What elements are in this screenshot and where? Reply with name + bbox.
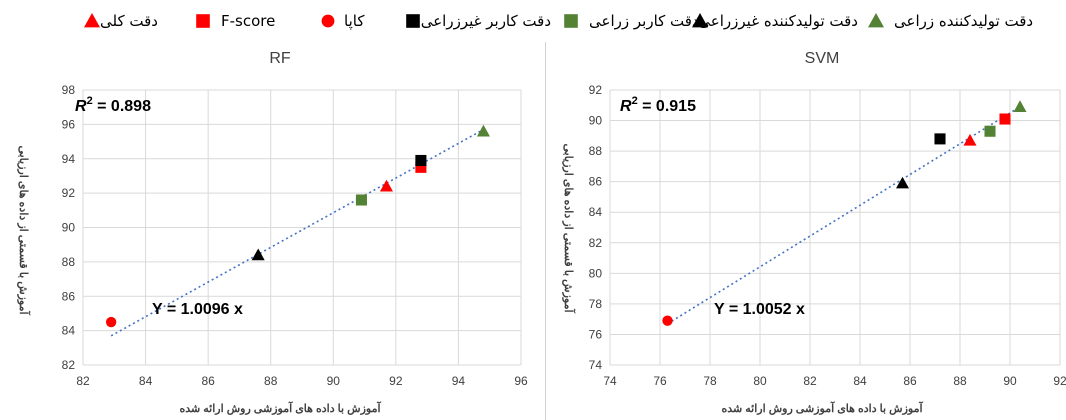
rf-xtick-1: 84 [139, 374, 153, 388]
svm-xtick-0: 74 [603, 374, 617, 388]
rf-xtick-5: 92 [389, 374, 403, 388]
legend-marker-6 [868, 13, 884, 28]
rf-r2-label: R2 = 0.898 [75, 95, 151, 115]
rf-point-6 [476, 124, 490, 137]
svm-ytick-3: 80 [589, 266, 603, 280]
svm-point-3 [963, 133, 977, 146]
svm-ytick-9: 92 [589, 83, 603, 97]
svm-r2-label: R2 = 0.915 [620, 95, 696, 115]
svm-ytick-2: 78 [589, 297, 603, 311]
rf-point-5 [415, 154, 427, 166]
legend-label-1: F-score [221, 12, 276, 30]
svm-ytick-4: 82 [589, 236, 603, 250]
rf-ytick-7: 96 [62, 117, 76, 131]
rf-point-0 [105, 316, 117, 328]
svm-xtick-5: 84 [853, 374, 867, 388]
svm-xtick-3: 80 [753, 374, 767, 388]
legend: دقت کلی F-score کاپا دقت کاربر غیرزراعی دقت … [0, 0, 1066, 40]
rf-point-3 [379, 179, 393, 192]
svm-xtick-6: 86 [903, 374, 917, 388]
rf-xtick-2: 86 [201, 374, 215, 388]
legend-marker-5 [692, 13, 708, 28]
legend-markers [84, 13, 884, 28]
svm-xtick-4: 82 [803, 374, 817, 388]
svm-xtick-8: 90 [1003, 374, 1017, 388]
svm-title: SVM [805, 50, 840, 67]
svm-ytick-1: 76 [589, 327, 603, 341]
rf-xtick-3: 88 [264, 374, 278, 388]
svm-ytick-8: 90 [589, 114, 603, 128]
legend-label-4: دقت کاربر زراعی [589, 12, 699, 30]
svm-ylabel: آموزش با قسمتی از داده های ارزیابی [562, 143, 576, 313]
rf-equation: Y = 1.0096 x [152, 301, 243, 318]
rf-point-2 [355, 194, 367, 206]
rf-xtick-4: 90 [327, 374, 341, 388]
legend-marker-3 [406, 14, 420, 28]
legend-marker-2 [321, 14, 335, 28]
rf-xtick-7: 96 [514, 374, 528, 388]
svm-point-5 [999, 113, 1011, 125]
legend-marker-0 [84, 13, 100, 28]
rf-ytick-4: 90 [62, 221, 76, 235]
rf-ytick-0: 82 [62, 358, 76, 372]
legend-label-3: دقت کاربر غیرزراعی [420, 12, 551, 30]
svm-ytick-7: 88 [589, 144, 603, 158]
chart-divider [545, 42, 546, 420]
rf-xtick-0: 82 [76, 374, 90, 388]
svm-equation: Y = 1.0052 x [714, 301, 805, 318]
legend-label-5: دقت تولیدکننده غیرزراعی [698, 12, 858, 30]
svm-xtick-9: 92 [1053, 374, 1066, 388]
svm-point-0 [662, 315, 673, 326]
rf-xtick-6: 94 [452, 374, 466, 388]
rf-ylabel: آموزش با قسمتی از داده های ارزیابی [17, 145, 31, 315]
rf-point-1 [251, 248, 265, 261]
rf-ytick-3: 88 [62, 255, 76, 269]
rf-point-4 [415, 161, 427, 173]
rf-ytick-1: 84 [62, 324, 76, 338]
legend-marker-1 [196, 14, 210, 28]
legend-label-6: دقت تولیدکننده زراعی [894, 12, 1034, 30]
rf-ytick-5: 92 [62, 186, 76, 200]
svm-point-2 [934, 133, 946, 145]
svm-xlabel: آموزش با داده های آموزشی روش ارائه شده [721, 401, 923, 415]
rf-xlabel: آموزش با داده های آموزشی روش ارائه شده [179, 401, 381, 415]
rf-ytick-2: 86 [62, 289, 76, 303]
svm-xtick-1: 76 [653, 374, 667, 388]
rf-chart: RF 82 84 86 88 90 92 94 96 98 82 84 86 88 90 92 94 96 آموز… [17, 50, 528, 415]
svm-xtick-7: 88 [953, 374, 967, 388]
svm-ytick-6: 86 [589, 175, 603, 189]
svm-point-6 [1013, 100, 1027, 113]
legend-label-2: کاپا [344, 12, 365, 30]
svm-xtick-2: 78 [703, 374, 717, 388]
svm-ytick-0: 74 [589, 358, 603, 372]
rf-trendline [110, 128, 484, 337]
legend-label-0: دقت کلی [100, 12, 158, 30]
svm-point-1 [896, 176, 909, 189]
legend-marker-4 [564, 14, 578, 28]
rf-title: RF [269, 50, 291, 67]
svm-point-4 [984, 125, 996, 137]
svm-ytick-5: 84 [589, 205, 603, 219]
rf-ytick-8: 98 [62, 83, 76, 97]
rf-ytick-6: 94 [62, 152, 76, 166]
